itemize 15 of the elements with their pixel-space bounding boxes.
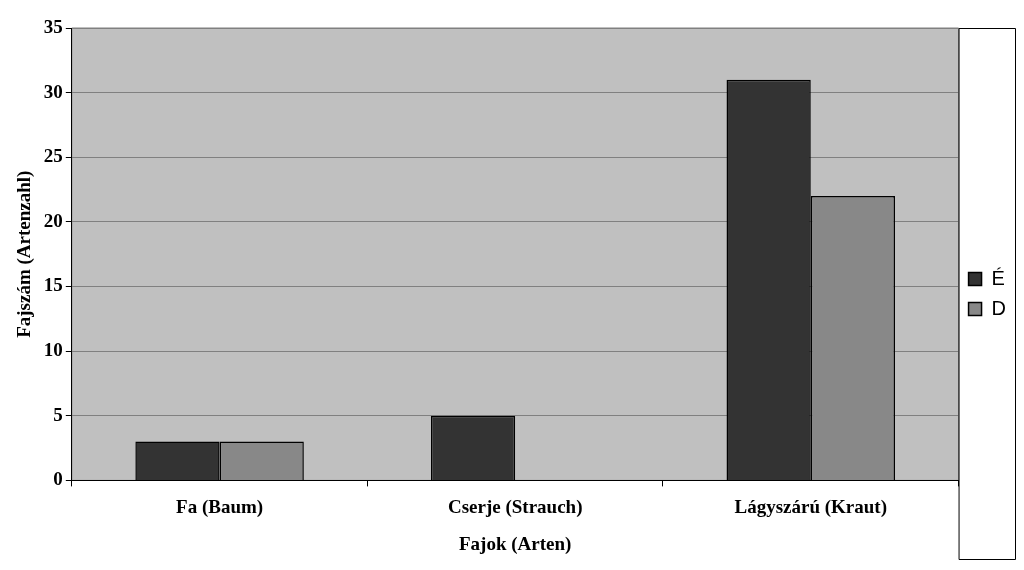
y-tick-label: 25 [43, 145, 63, 167]
legend-label: É [991, 266, 1005, 289]
x-tick-label: Lágyszárú (Kraut) [734, 495, 888, 518]
y-tick-label: 30 [43, 80, 63, 102]
y-tick-label: 10 [43, 339, 63, 361]
x-tick-label: Cserje (Strauch) [447, 495, 583, 518]
y-tick-label: 15 [43, 274, 63, 296]
y-tick-label: 5 [53, 403, 63, 425]
x-axis-title: Fajok (Arten) [458, 532, 572, 555]
y-tick-label: 20 [43, 209, 63, 231]
y-axis-title: Fajszám (Artenzahl) [13, 170, 36, 338]
y-tick-label: 35 [43, 15, 63, 37]
legend-label: D [991, 296, 1007, 319]
x-tick-label: Fa (Baum) [176, 495, 264, 518]
y-tick-label: 0 [53, 468, 63, 490]
